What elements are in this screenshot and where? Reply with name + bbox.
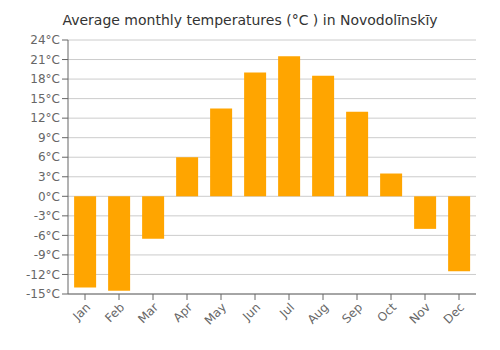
svg-text:Oct: Oct	[375, 300, 400, 325]
svg-text:Feb: Feb	[102, 300, 127, 325]
svg-text:Jan: Jan	[69, 300, 93, 324]
svg-text:-6°C: -6°C	[34, 229, 60, 243]
svg-text:9°C: 9°C	[38, 131, 60, 145]
svg-text:3°C: 3°C	[38, 170, 60, 184]
svg-text:12°C: 12°C	[30, 111, 60, 125]
svg-text:Dec: Dec	[441, 300, 467, 326]
svg-text:21°C: 21°C	[30, 53, 60, 67]
svg-text:24°C: 24°C	[30, 33, 60, 47]
html-text:Average monthly temperatures (: Average monthly temperatures (°C ) in No…	[62, 12, 438, 28]
svg-text:May: May	[202, 300, 229, 327]
svg-text:0°C: 0°C	[38, 190, 60, 204]
svg-text:Mar: Mar	[135, 300, 161, 326]
svg-text:Aug: Aug	[305, 300, 331, 326]
svg-text:-9°C: -9°C	[34, 248, 60, 262]
svg-text:18°C: 18°C	[30, 72, 60, 86]
svg-text:-12°C: -12°C	[26, 268, 60, 282]
svg-text:Jun: Jun	[239, 300, 263, 324]
svg-text:-15°C: -15°C	[26, 287, 60, 301]
svg-text:Apr: Apr	[171, 300, 196, 325]
svg-text:-3°C: -3°C	[34, 209, 60, 223]
svg-text:15°C: 15°C	[30, 92, 60, 106]
svg-text:Nov: Nov	[407, 300, 433, 326]
svg-text:Jul: Jul	[276, 300, 297, 321]
svg-text:Sep: Sep	[339, 300, 365, 326]
svg-text:6°C: 6°C	[38, 150, 60, 164]
